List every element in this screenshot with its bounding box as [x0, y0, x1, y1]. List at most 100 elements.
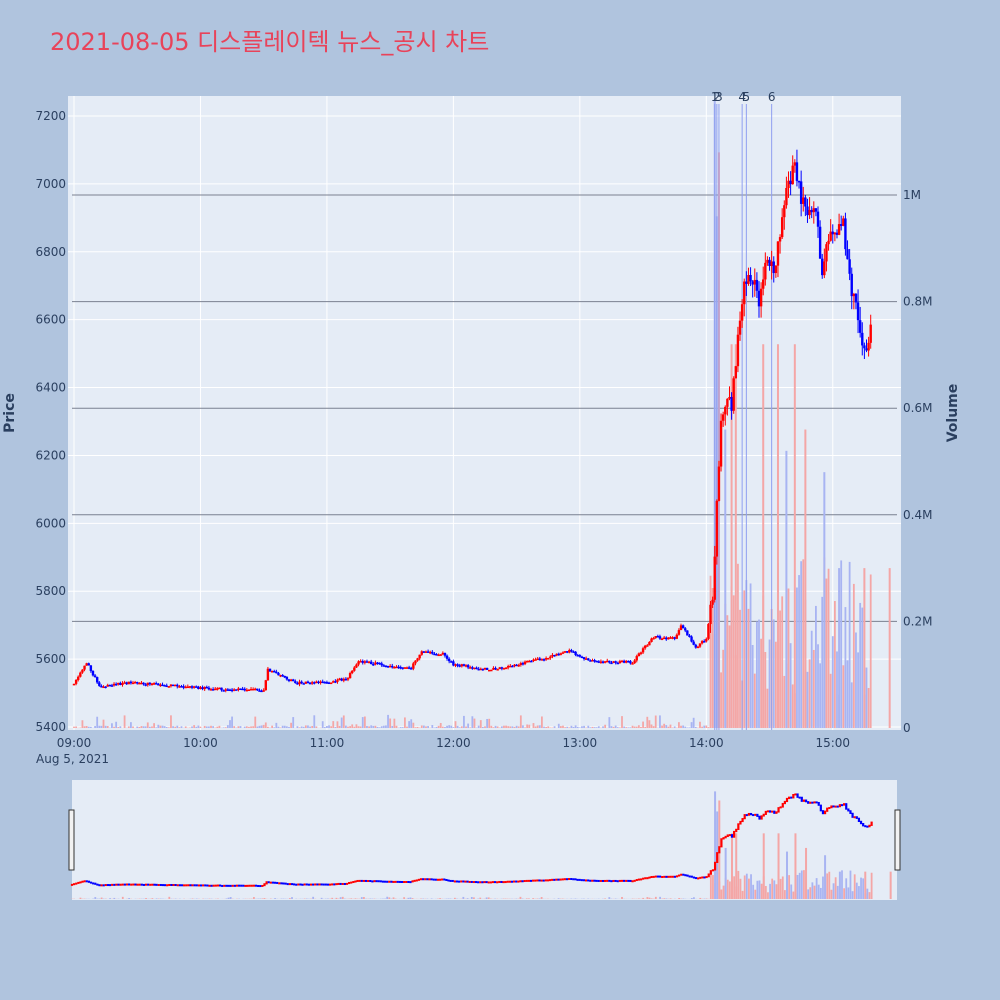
candle-body [675, 634, 678, 639]
candle-body [256, 688, 259, 691]
candle-body [492, 667, 495, 670]
volume-bar [844, 607, 847, 728]
candle-body [420, 651, 423, 655]
mini-candle [724, 835, 727, 839]
mini-volume-bar [796, 874, 799, 899]
mini-candle [170, 883, 173, 886]
mini-candle [749, 812, 753, 816]
volume-bar [406, 726, 408, 728]
candle-body [152, 683, 156, 685]
mini-volume-bar [828, 871, 831, 899]
mini-candle [265, 881, 268, 885]
mini-volume-bar [274, 898, 276, 899]
volume-bar [665, 725, 668, 728]
mini-candle [339, 882, 342, 885]
mini-candle [335, 883, 338, 886]
volume-bar [159, 725, 162, 728]
mini-candle [718, 846, 721, 854]
range-slider-background[interactable] [72, 780, 897, 900]
mini-volume-bar [714, 791, 717, 899]
mini-candle [405, 880, 408, 883]
mini-candle [764, 810, 767, 815]
mini-candle [390, 880, 393, 883]
range-slider-handle-right[interactable] [894, 809, 901, 871]
candle-body [260, 690, 263, 693]
candle-body [336, 679, 339, 682]
mini-candle [802, 799, 806, 802]
mini-candle [758, 815, 761, 820]
volume-bar [776, 344, 779, 728]
mini-candle [280, 882, 283, 885]
candle-body [230, 689, 234, 692]
candle-body [110, 685, 114, 687]
candle-body [854, 293, 858, 303]
range-slider-handle-left[interactable] [68, 809, 75, 871]
candle-body [464, 665, 468, 667]
volume-bar [264, 722, 267, 728]
mini-candle [747, 812, 751, 816]
mini-candle [498, 880, 501, 883]
mini-candle [580, 879, 583, 882]
mini-candle [834, 805, 837, 808]
mini-volume-bar [807, 889, 810, 899]
volume-bar [460, 726, 463, 728]
volume-bar [557, 723, 560, 728]
mini-volume-bar [669, 898, 672, 899]
mini-volume-bar [709, 872, 712, 899]
plot-area[interactable] [68, 96, 901, 730]
mini-candle [153, 883, 156, 886]
mini-candle [739, 820, 742, 825]
mini-candle [540, 879, 543, 882]
mini-candle [284, 882, 287, 885]
volume-bar [774, 641, 777, 728]
volume-bar [631, 725, 634, 728]
volume-bar [465, 726, 467, 728]
candle-body [688, 635, 691, 637]
volume-bar [218, 725, 221, 728]
volume-bar [515, 725, 518, 728]
candle-body [551, 654, 554, 657]
candle-body [825, 244, 828, 262]
volume-bar [420, 725, 423, 728]
candle-body [462, 664, 466, 666]
volume-bar [823, 472, 826, 728]
volume-bar [334, 727, 337, 728]
candle-body [540, 659, 544, 661]
mini-candle [81, 880, 84, 883]
candle-body [488, 669, 491, 672]
volume-bar [793, 344, 796, 728]
volume-bar [87, 726, 90, 728]
candle-body [292, 679, 295, 682]
mini-candle [686, 874, 689, 877]
mini-volume-bar [777, 833, 780, 899]
range-slider[interactable] [68, 780, 901, 900]
candle-body [372, 663, 375, 666]
candle-body [224, 689, 227, 691]
candle-body [662, 637, 666, 640]
mini-volume-bar [473, 897, 475, 899]
mini-candle [633, 879, 636, 882]
mini-candle [779, 806, 782, 809]
mini-candle [561, 878, 564, 881]
volume-bar [635, 726, 638, 728]
volume-bar [536, 725, 539, 728]
volume-bar [863, 568, 866, 728]
candle-body [294, 681, 297, 683]
mini-candle [94, 882, 97, 885]
mini-candle [320, 883, 323, 886]
candle-body [523, 661, 527, 665]
volume-bar [368, 726, 370, 728]
mini-volume-bar [794, 833, 797, 899]
volume-bar [389, 718, 392, 728]
mini-candle [849, 810, 852, 814]
mini-candle [853, 816, 856, 819]
candle-body [599, 661, 603, 663]
candle-body [342, 678, 345, 681]
volume-bar [275, 722, 278, 728]
candle-body [506, 665, 510, 668]
volume-bar [500, 726, 503, 728]
volume-bar [433, 727, 436, 728]
mini-candle [305, 883, 308, 886]
mini-volume-bar [722, 885, 725, 899]
